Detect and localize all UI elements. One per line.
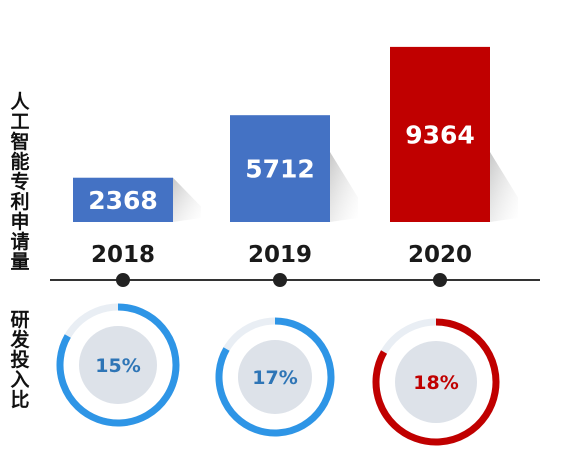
bar-2018	[73, 177, 173, 222]
bar-shadow	[490, 152, 518, 222]
ring-inner-disc	[238, 340, 312, 414]
timeline-dot	[116, 273, 130, 287]
patent-axis-label: 人工智能专利申请量	[10, 91, 30, 273]
bar-2020	[390, 46, 490, 222]
ring-value-label: 17%	[252, 367, 297, 389]
ring-value-label: 15%	[95, 355, 140, 377]
ring-arc-2020	[372, 318, 500, 446]
bar-value-label: 5712	[245, 155, 315, 184]
timeline-dot	[273, 273, 287, 287]
bar-2019	[230, 115, 330, 222]
year-label-2019: 2019	[248, 242, 312, 268]
ring-value-label: 18%	[413, 372, 458, 394]
bar-value-label: 2368	[88, 186, 158, 215]
bar-value-label: 9364	[405, 120, 475, 149]
ring-arc-2019	[215, 317, 335, 437]
bar-shadow	[173, 177, 201, 222]
ring-inner-disc	[395, 341, 477, 423]
ring-arc-2018	[56, 303, 180, 427]
year-label-2018: 2018	[91, 242, 155, 268]
year-label-2020: 2020	[408, 242, 472, 268]
bar-shadow	[330, 152, 358, 222]
timeline-dot	[433, 273, 447, 287]
ring-inner-disc	[79, 326, 157, 404]
rd-ratio-axis-label: 研发投入比	[10, 309, 30, 411]
